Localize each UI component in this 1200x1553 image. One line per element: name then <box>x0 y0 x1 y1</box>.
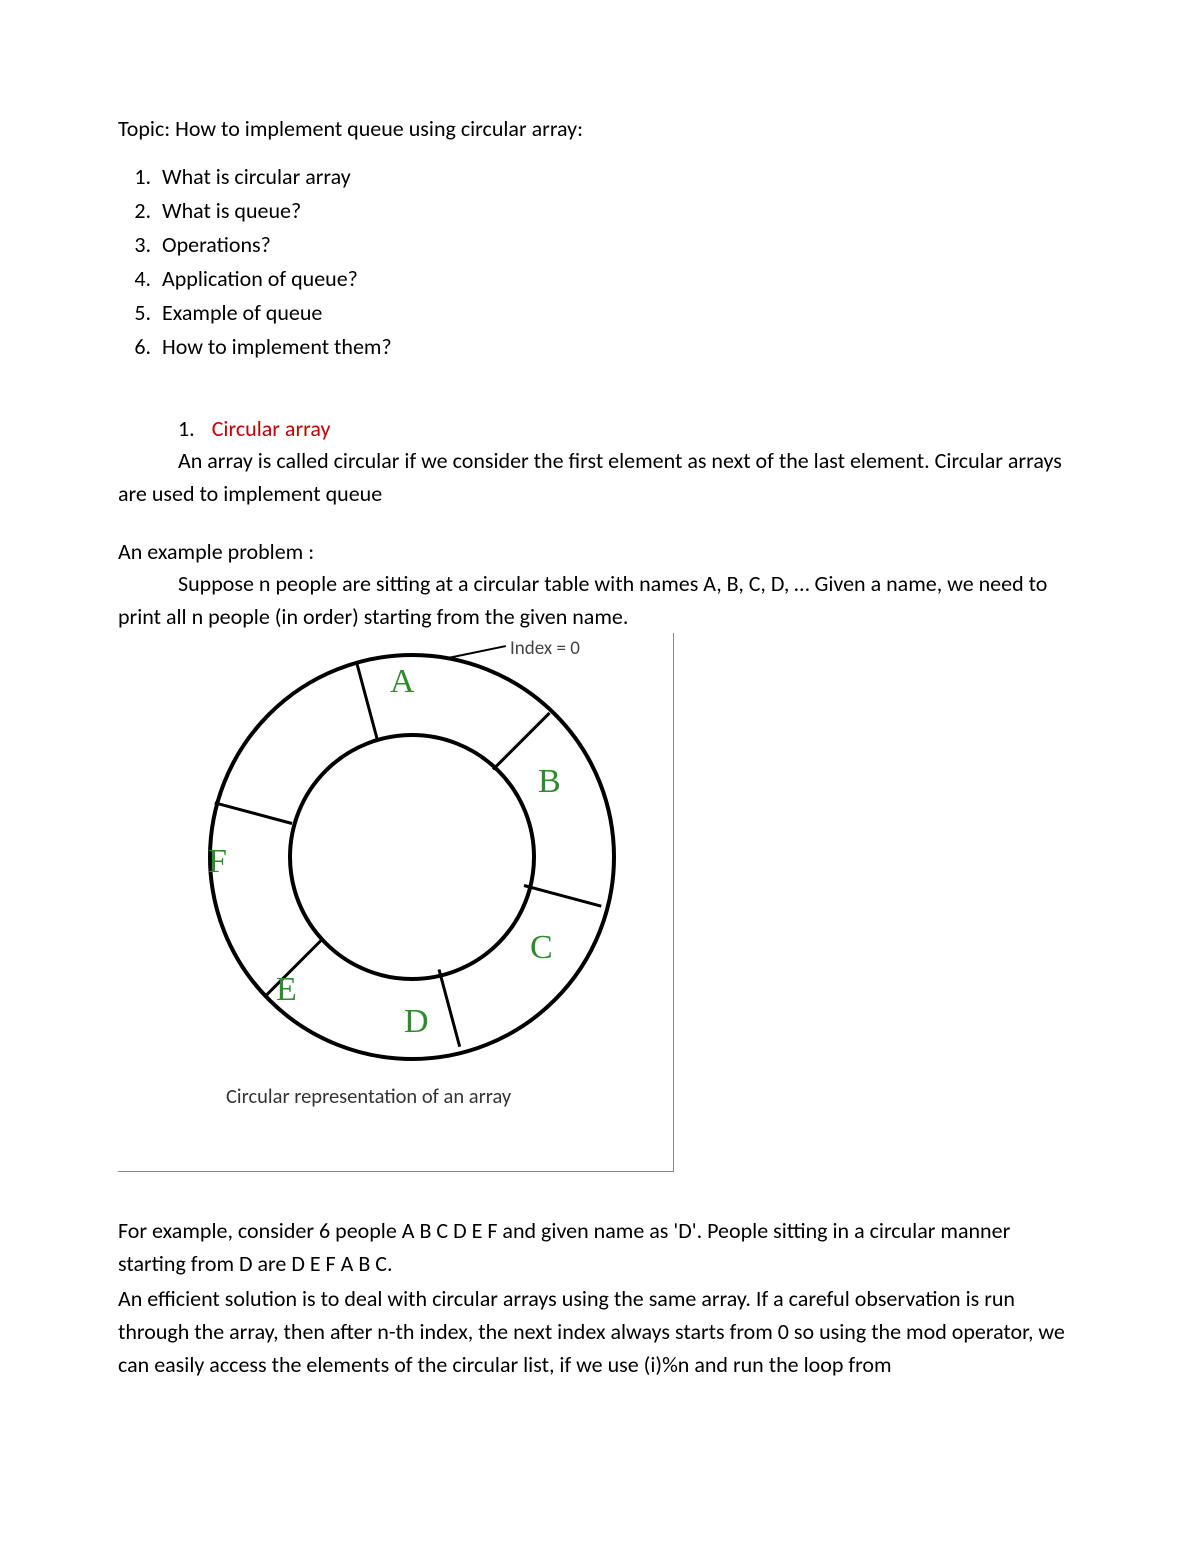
segment-label: B <box>538 763 561 801</box>
circular-array-diagram: A B C D E F Index = 0 Circular representation… <box>118 633 674 1172</box>
segment-label: C <box>530 929 553 967</box>
segment-label: D <box>404 1003 429 1041</box>
toc-list: What is circular array What is queue? Op… <box>118 160 1082 365</box>
document-page: Topic: How to implement queue using circ… <box>0 0 1200 1553</box>
section-number: 1. <box>178 415 195 442</box>
section-heading: 1. Circular array <box>178 415 1082 442</box>
example-label: An example problem : <box>118 538 1082 565</box>
body-paragraph: For example, consider 6 people A B C D E… <box>118 1214 1082 1280</box>
body-paragraph: An efficient solution is to deal with ci… <box>118 1282 1082 1381</box>
segment-label: E <box>276 971 297 1009</box>
section-title: Circular array <box>212 415 331 442</box>
segment-label: A <box>390 663 415 701</box>
topic-heading: Topic: How to implement queue using circ… <box>118 115 1082 142</box>
toc-item: Example of queue <box>156 296 1082 330</box>
index-pointer-line <box>448 645 506 659</box>
toc-item: What is circular array <box>156 160 1082 194</box>
toc-item: Application of queue? <box>156 262 1082 296</box>
segment-label: F <box>208 843 227 881</box>
toc-item: Operations? <box>156 228 1082 262</box>
diagram-caption: Circular representation of an array <box>226 1083 511 1109</box>
ring-inner <box>288 733 536 981</box>
toc-item: How to implement them? <box>156 330 1082 364</box>
index-label: Index = 0 <box>510 637 580 660</box>
section-intro: An array is called circular if we consid… <box>118 444 1082 510</box>
example-text: Suppose n people are sitting at a circul… <box>118 567 1082 633</box>
toc-item: What is queue? <box>156 194 1082 228</box>
